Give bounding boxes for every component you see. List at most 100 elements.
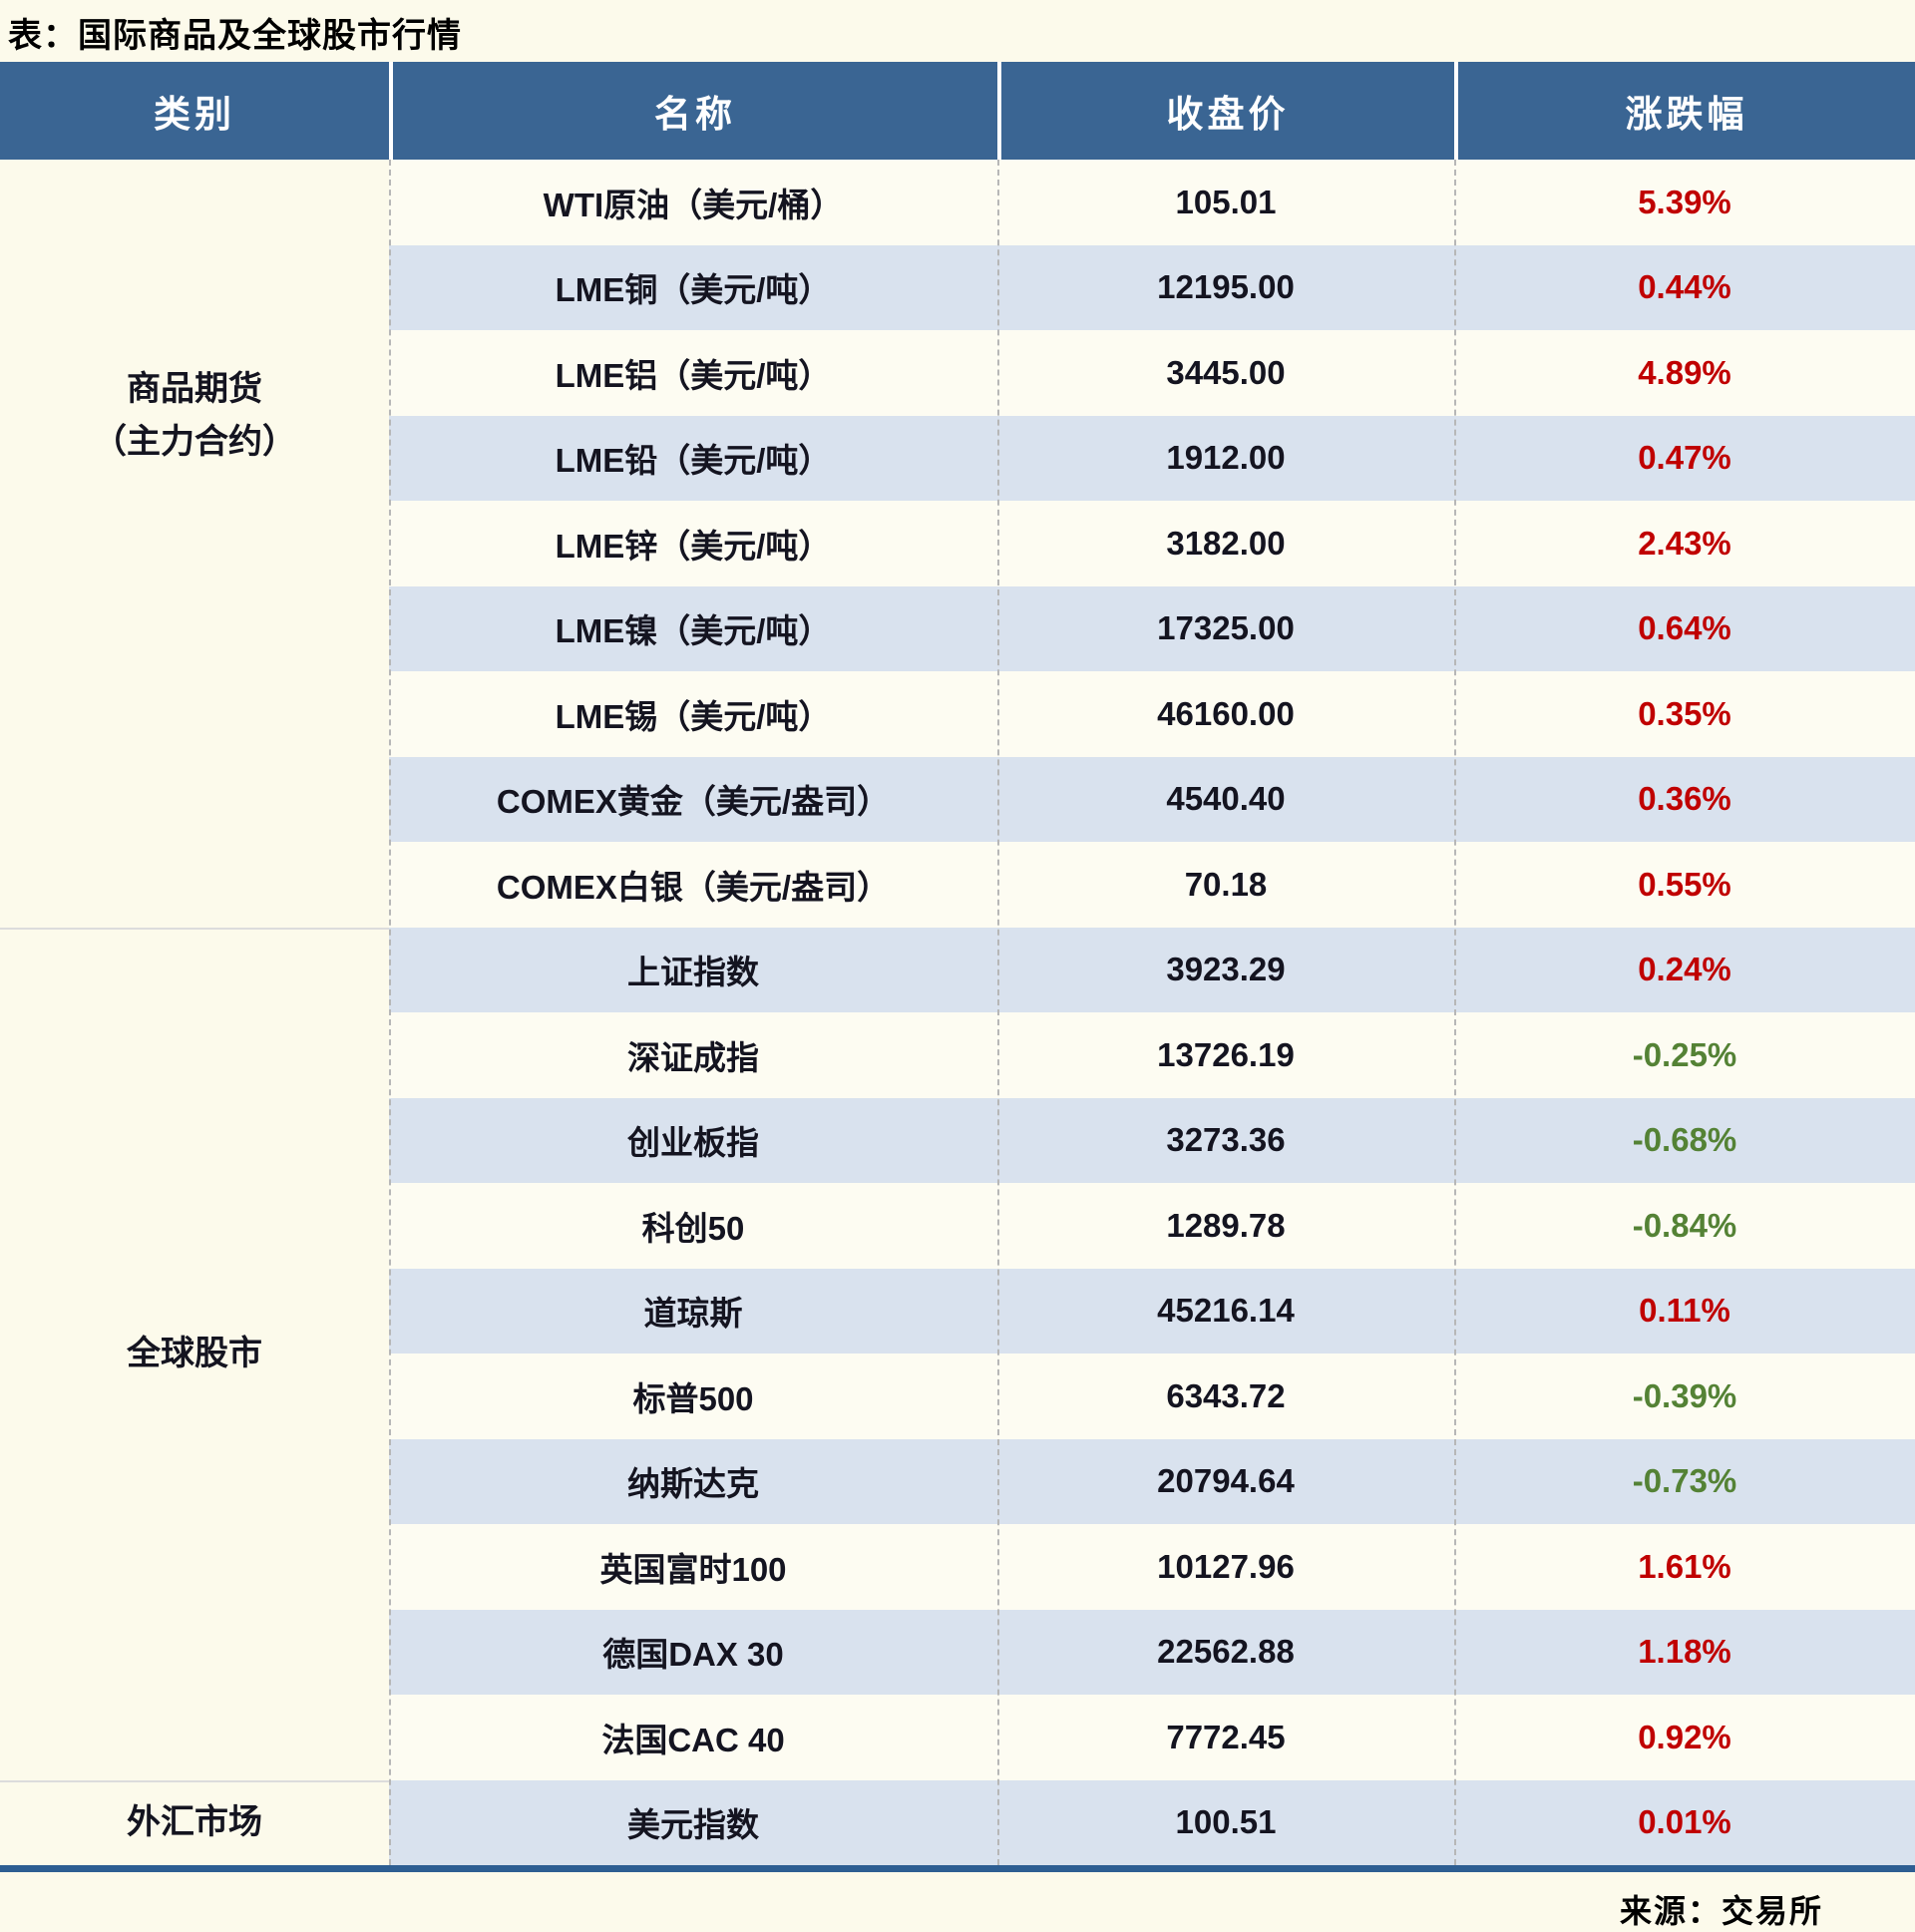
change-percent-cell: 0.01% (1454, 1779, 1915, 1865)
close-price-cell: 3182.00 (997, 501, 1454, 586)
name-cell: 英国富时100 (389, 1524, 997, 1610)
change-percent-cell: -0.39% (1454, 1353, 1915, 1439)
name-cell: WTI原油（美元/桶） (389, 160, 997, 245)
table-row: 德国DAX 30 22562.88 1.18% (0, 1609, 1915, 1695)
close-price-cell: 10127.96 (997, 1524, 1454, 1610)
name-cell: 深证成指 (389, 1012, 997, 1098)
change-percent-cell: 0.11% (1454, 1268, 1915, 1353)
category-label-fx-market: 外汇市场 (127, 1802, 262, 1841)
category-group-separator (0, 927, 389, 930)
category-cell (0, 757, 389, 843)
change-percent-cell: 2.43% (1454, 501, 1915, 586)
close-price-cell: 45216.14 (997, 1268, 1454, 1353)
close-price-cell: 6343.72 (997, 1353, 1454, 1439)
close-price-cell: 4540.40 (997, 756, 1454, 842)
close-price-cell: 100.51 (997, 1779, 1454, 1865)
source-note: 来源：交易所 (1619, 1893, 1823, 1929)
name-cell: 纳斯达克 (389, 1438, 997, 1524)
name-cell: LME镍（美元/吨） (389, 585, 997, 671)
change-percent-cell: 0.64% (1454, 585, 1915, 671)
name-cell: COMEX黄金（美元/盎司） (389, 756, 997, 842)
name-cell: LME铝（美元/吨） (389, 330, 997, 416)
close-price-cell: 3273.36 (997, 1097, 1454, 1183)
change-percent-cell: 0.24% (1454, 927, 1915, 1012)
close-price-cell: 20794.64 (997, 1438, 1454, 1524)
close-price-cell: 1912.00 (997, 415, 1454, 501)
table-row: 标普500 6343.72 -0.39% (0, 1353, 1915, 1439)
change-percent-cell: 0.35% (1454, 671, 1915, 757)
table-row: COMEX黄金（美元/盎司） 4540.40 0.36% (0, 756, 1915, 843)
change-percent-cell: 1.61% (1454, 1524, 1915, 1610)
name-cell: LME铅（美元/吨） (389, 415, 997, 501)
name-cell: LME锌（美元/吨） (389, 501, 997, 586)
table-row: 纳斯达克 20794.64 -0.73% (0, 1438, 1915, 1524)
change-percent-cell: -0.25% (1454, 1012, 1915, 1098)
close-price-cell: 17325.00 (997, 585, 1454, 671)
market-table: 类别 名称 收盘价 涨跌幅 WTI原油（美元/桶） 105.01 5.39% LME铜… (0, 62, 1915, 1872)
category-cell (0, 842, 389, 928)
change-percent-cell: 0.36% (1454, 756, 1915, 842)
table-row: COMEX白银（美元/盎司） 70.18 0.55% (0, 842, 1915, 928)
table-row: 科创50 1289.78 -0.84% (0, 1183, 1915, 1269)
name-cell: 法国CAC 40 (389, 1695, 997, 1780)
name-cell: 道琼斯 (389, 1268, 997, 1353)
change-percent-cell: 5.39% (1454, 160, 1915, 245)
table-row: 法国CAC 40 7772.45 0.92% (0, 1695, 1915, 1780)
name-cell: 科创50 (389, 1183, 997, 1269)
category-cell (0, 671, 389, 757)
name-cell: 创业板指 (389, 1097, 997, 1183)
category-label-commodity-futures: 商品期货 （主力合约） (93, 369, 296, 461)
change-percent-cell: 0.92% (1454, 1695, 1915, 1780)
table-row: WTI原油（美元/桶） 105.01 5.39% (0, 160, 1915, 245)
column-header-category: 类别 (154, 94, 235, 135)
table-row: LME镍（美元/吨） 17325.00 0.64% (0, 585, 1915, 671)
name-cell: LME锡（美元/吨） (389, 671, 997, 757)
change-percent-cell: 0.44% (1454, 244, 1915, 330)
table-row: LME铝（美元/吨） 3445.00 4.89% (0, 330, 1915, 416)
page-title: 表：国际商品及全球股市行情 (8, 17, 462, 55)
change-percent-cell: -0.84% (1454, 1183, 1915, 1269)
column-header-change: 涨跌幅 (1454, 62, 1915, 160)
column-divider (997, 160, 999, 1865)
table-row: LME锡（美元/吨） 46160.00 0.35% (0, 671, 1915, 757)
name-cell: 德国DAX 30 (389, 1609, 997, 1695)
table-row: 道琼斯 45216.14 0.11% (0, 1268, 1915, 1353)
table-row: 上证指数 3923.29 0.24% (0, 927, 1915, 1012)
column-header-name: 名称 (389, 62, 997, 160)
change-percent-cell: -0.68% (1454, 1097, 1915, 1183)
table-row: 英国富时100 10127.96 1.61% (0, 1524, 1915, 1610)
category-label-global-stocks: 全球股市 (127, 1334, 262, 1372)
close-price-cell: 22562.88 (997, 1609, 1454, 1695)
table-row: LME铜（美元/吨） 12195.00 0.44% (0, 244, 1915, 330)
category-group-separator (0, 1779, 389, 1782)
close-price-cell: 105.01 (997, 160, 1454, 245)
close-price-cell: 7772.45 (997, 1695, 1454, 1780)
close-price-cell: 46160.00 (997, 671, 1454, 757)
close-price-cell: 3445.00 (997, 330, 1454, 416)
column-divider (1454, 160, 1456, 1865)
table-row: 美元指数 100.51 0.01% (0, 1779, 1915, 1865)
name-cell: COMEX白银（美元/盎司） (389, 842, 997, 928)
close-price-cell: 3923.29 (997, 927, 1454, 1012)
close-price-cell: 12195.00 (997, 244, 1454, 330)
table-header-row: 类别 名称 收盘价 涨跌幅 (0, 62, 1915, 160)
column-divider (389, 160, 391, 1865)
table-body: WTI原油（美元/桶） 105.01 5.39% LME铜（美元/吨） 12195.00… (0, 160, 1915, 1865)
name-cell: LME铜（美元/吨） (389, 244, 997, 330)
close-price-cell: 70.18 (997, 842, 1454, 928)
name-cell: 美元指数 (389, 1779, 997, 1865)
table-bottom-border (0, 1865, 1915, 1872)
column-header-close: 收盘价 (997, 62, 1454, 160)
table-row: 深证成指 13726.19 -0.25% (0, 1012, 1915, 1098)
name-cell: 标普500 (389, 1353, 997, 1439)
table-row: LME锌（美元/吨） 3182.00 2.43% (0, 501, 1915, 586)
name-cell: 上证指数 (389, 927, 997, 1012)
change-percent-cell: 4.89% (1454, 330, 1915, 416)
change-percent-cell: -0.73% (1454, 1438, 1915, 1524)
change-percent-cell: 0.47% (1454, 415, 1915, 501)
change-percent-cell: 1.18% (1454, 1609, 1915, 1695)
change-percent-cell: 0.55% (1454, 842, 1915, 928)
close-price-cell: 13726.19 (997, 1012, 1454, 1098)
close-price-cell: 1289.78 (997, 1183, 1454, 1269)
